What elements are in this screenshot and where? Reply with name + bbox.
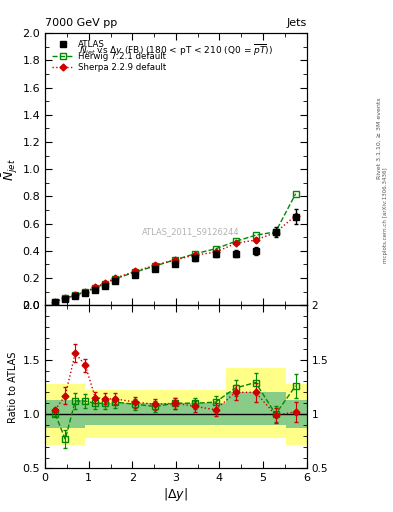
- Y-axis label: $\bar{N}_{jet}$: $\bar{N}_{jet}$: [0, 158, 20, 181]
- Legend: ATLAS, Herwig 7.2.1 default, Sherpa 2.2.9 default: ATLAS, Herwig 7.2.1 default, Sherpa 2.2.…: [50, 37, 169, 75]
- Text: Jets: Jets: [286, 18, 307, 28]
- Y-axis label: Ratio to ATLAS: Ratio to ATLAS: [8, 351, 18, 422]
- Text: ATLAS_2011_S9126244: ATLAS_2011_S9126244: [142, 227, 239, 237]
- Text: Rivet 3.1.10, ≥ 3M events: Rivet 3.1.10, ≥ 3M events: [377, 97, 382, 179]
- X-axis label: |$\Delta y$|: |$\Delta y$|: [163, 486, 188, 503]
- Text: $N_{jet}$ vs $\Delta y$ (FB) (180 < pT < 210 (Q0 = $\overline{pT}$)): $N_{jet}$ vs $\Delta y$ (FB) (180 < pT <…: [79, 43, 273, 58]
- Text: mcplots.cern.ch [arXiv:1306.3436]: mcplots.cern.ch [arXiv:1306.3436]: [383, 167, 387, 263]
- Text: 7000 GeV pp: 7000 GeV pp: [45, 18, 118, 28]
